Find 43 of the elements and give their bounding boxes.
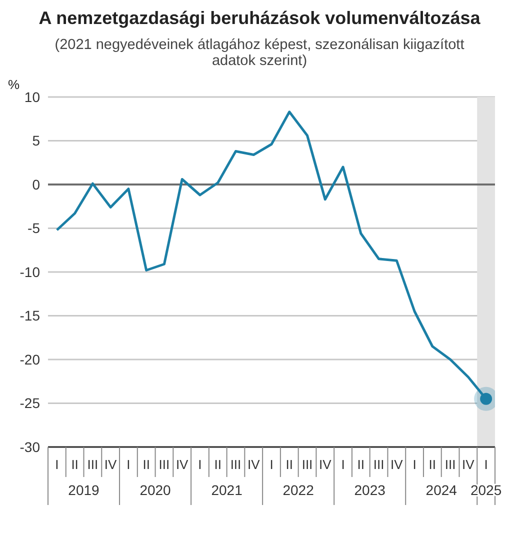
x-tick-label: III <box>302 457 313 472</box>
y-tick-label: -5 <box>28 220 40 236</box>
x-tick-label: IV <box>318 457 332 472</box>
x-tick-label: I <box>484 457 488 472</box>
text: 2020 <box>140 482 172 498</box>
y-tick-label: -10 <box>20 264 40 280</box>
x-tick-label: I <box>126 457 130 472</box>
x-tick-label: II <box>214 457 222 472</box>
y-tick-label: -25 <box>20 395 40 412</box>
y-tick-label: -30 <box>20 438 40 455</box>
y-tick-label: 0 <box>32 176 40 192</box>
x-tick-label: IV <box>104 457 118 472</box>
x-tick-label: I <box>341 457 345 472</box>
x-tick-label: IV <box>390 457 404 472</box>
x-tick-label: III <box>373 457 384 472</box>
x-tick-label: II <box>286 457 293 472</box>
text: 2022 <box>282 482 314 498</box>
y-tick-label: -20 <box>20 351 40 368</box>
x-tick-label: I <box>270 457 274 472</box>
chart-title: A nemzetgazdasági beruházások volumenváltozása <box>38 8 482 29</box>
x-tick-label: III <box>87 457 98 472</box>
y-axis-title: % <box>8 77 20 92</box>
x-tick-label: II <box>428 457 436 472</box>
text: 2023 <box>354 482 386 498</box>
text: 2024 <box>426 482 458 498</box>
y-tick-label: 5 <box>32 132 40 149</box>
x-tick-label: III <box>158 457 170 472</box>
chart-subtitle: (2021 negyedéveinek átlagához képest, szezonálisan kiigazított adatok szerint) <box>54 37 466 69</box>
x-tick-label: I <box>55 457 59 472</box>
text: 2021 <box>211 482 243 498</box>
x-tick-label: I <box>198 457 202 472</box>
x-tick-label: III <box>230 457 242 472</box>
x-tick-label: IV <box>462 457 475 472</box>
text: 2019 <box>68 482 100 498</box>
x-tick-label: III <box>444 457 456 472</box>
x-tick-label: IV <box>176 457 189 472</box>
x-tick-label: IV <box>247 457 260 472</box>
x-tick-label: II <box>71 457 78 472</box>
x-tick-label: II <box>142 457 150 472</box>
y-tick-label: 10 <box>24 88 40 105</box>
x-tick-label: I <box>412 457 416 472</box>
y-tick-label: -15 <box>20 308 40 324</box>
x-tick-label: II <box>357 457 365 472</box>
